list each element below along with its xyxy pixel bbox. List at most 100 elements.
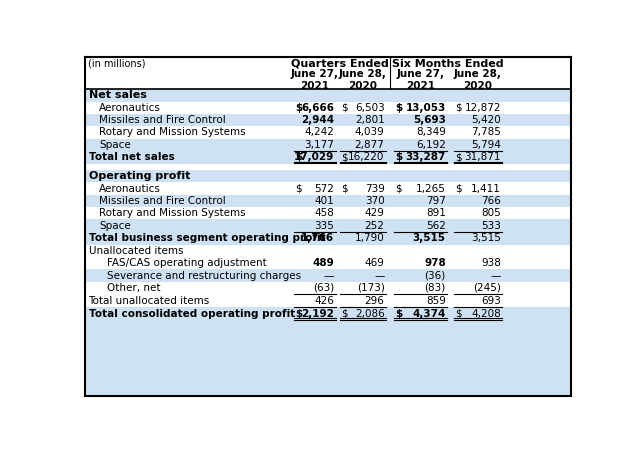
Bar — [85, 164, 571, 170]
Text: Missiles and Fire Control: Missiles and Fire Control — [99, 115, 226, 125]
Text: 1,766: 1,766 — [301, 233, 334, 243]
Text: $: $ — [396, 153, 403, 163]
Text: 891: 891 — [426, 208, 446, 218]
Text: 4,039: 4,039 — [355, 128, 385, 137]
Text: 3,515: 3,515 — [413, 233, 446, 243]
Text: $: $ — [296, 153, 303, 163]
Text: Other, net: Other, net — [107, 283, 161, 293]
Bar — [85, 282, 571, 294]
Text: 4,208: 4,208 — [471, 309, 501, 319]
Text: 562: 562 — [426, 220, 446, 231]
Text: 31,871: 31,871 — [465, 153, 501, 163]
Text: Space: Space — [99, 140, 131, 150]
Text: 370: 370 — [365, 196, 385, 206]
Text: Net sales: Net sales — [88, 90, 147, 101]
Text: 2,801: 2,801 — [355, 115, 385, 125]
Text: 7,785: 7,785 — [471, 128, 501, 137]
Bar — [85, 232, 571, 245]
Bar — [85, 245, 571, 257]
Text: 296: 296 — [365, 295, 385, 306]
Text: 2,944: 2,944 — [301, 115, 334, 125]
Bar — [85, 220, 571, 232]
Text: $: $ — [341, 309, 348, 319]
Text: (83): (83) — [424, 283, 446, 293]
Text: (in millions): (in millions) — [88, 59, 145, 69]
Text: —: — — [324, 271, 334, 281]
Text: 429: 429 — [365, 208, 385, 218]
Text: —: — — [374, 271, 385, 281]
Text: $: $ — [296, 184, 302, 194]
Text: $: $ — [455, 153, 461, 163]
Text: 12,872: 12,872 — [465, 103, 501, 113]
Text: 1,790: 1,790 — [355, 233, 385, 243]
Text: Unallocated items: Unallocated items — [88, 246, 183, 256]
Bar — [85, 182, 571, 195]
Text: Total business segment operating profit: Total business segment operating profit — [88, 233, 325, 243]
Text: $: $ — [455, 184, 461, 194]
Text: (63): (63) — [313, 283, 334, 293]
Text: 6,503: 6,503 — [355, 103, 385, 113]
Text: 6,666: 6,666 — [301, 103, 334, 113]
Bar — [85, 114, 571, 126]
Bar — [85, 126, 571, 139]
Text: 426: 426 — [314, 295, 334, 306]
Text: 3,177: 3,177 — [305, 140, 334, 150]
Text: 2,877: 2,877 — [355, 140, 385, 150]
Text: 5,420: 5,420 — [471, 115, 501, 125]
Text: 6,192: 6,192 — [416, 140, 446, 150]
Bar — [85, 57, 571, 71]
Text: Quarters Ended: Quarters Ended — [291, 59, 389, 69]
Text: $: $ — [396, 103, 403, 113]
Text: 335: 335 — [314, 220, 334, 231]
Bar — [85, 269, 571, 282]
Text: 739: 739 — [365, 184, 385, 194]
Text: 401: 401 — [314, 196, 334, 206]
Text: 4,374: 4,374 — [412, 309, 446, 319]
Text: (36): (36) — [424, 271, 446, 281]
Text: 572: 572 — [314, 184, 334, 194]
Text: $: $ — [455, 309, 461, 319]
Text: $: $ — [455, 103, 461, 113]
Text: $: $ — [396, 184, 402, 194]
Text: Missiles and Fire Control: Missiles and Fire Control — [99, 196, 226, 206]
Bar — [85, 101, 571, 114]
Text: $: $ — [341, 153, 348, 163]
Text: 938: 938 — [481, 258, 501, 269]
Text: 766: 766 — [481, 196, 501, 206]
Text: Total net sales: Total net sales — [88, 153, 174, 163]
Text: Total unallocated items: Total unallocated items — [88, 295, 210, 306]
Text: Severance and restructuring charges: Severance and restructuring charges — [107, 271, 301, 281]
Text: 805: 805 — [481, 208, 501, 218]
Text: 13,053: 13,053 — [406, 103, 446, 113]
Text: Six Months Ended: Six Months Ended — [392, 59, 504, 69]
Text: 489: 489 — [312, 258, 334, 269]
Text: 859: 859 — [426, 295, 446, 306]
Bar — [85, 207, 571, 220]
Text: Aeronautics: Aeronautics — [99, 103, 161, 113]
Text: 8,349: 8,349 — [416, 128, 446, 137]
Text: Rotary and Mission Systems: Rotary and Mission Systems — [99, 128, 246, 137]
Text: $: $ — [296, 103, 303, 113]
Text: 5,693: 5,693 — [413, 115, 446, 125]
Text: 17,029: 17,029 — [294, 153, 334, 163]
Text: 33,287: 33,287 — [405, 153, 446, 163]
Text: June 28,
2020: June 28, 2020 — [339, 69, 387, 91]
Text: Total consolidated operating profit: Total consolidated operating profit — [88, 309, 295, 319]
Bar — [85, 139, 571, 151]
Text: June 27,
2021: June 27, 2021 — [397, 69, 445, 91]
Text: $: $ — [396, 309, 403, 319]
Bar — [85, 294, 571, 307]
Text: —: — — [490, 271, 501, 281]
Bar — [85, 320, 571, 396]
Text: $: $ — [341, 103, 348, 113]
Text: Aeronautics: Aeronautics — [99, 184, 161, 194]
Text: (245): (245) — [473, 283, 501, 293]
Text: 3,515: 3,515 — [471, 233, 501, 243]
Text: $: $ — [296, 309, 303, 319]
Text: Rotary and Mission Systems: Rotary and Mission Systems — [99, 208, 246, 218]
Text: 978: 978 — [424, 258, 446, 269]
Text: June 28,
2020: June 28, 2020 — [454, 69, 502, 91]
Text: 2,086: 2,086 — [355, 309, 385, 319]
Bar — [85, 257, 571, 269]
Text: $: $ — [341, 184, 348, 194]
